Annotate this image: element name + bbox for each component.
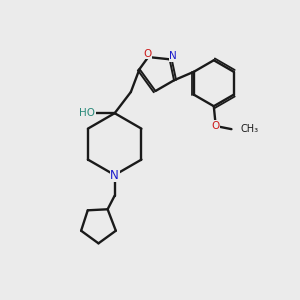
Text: O: O	[211, 121, 219, 131]
Text: N: N	[110, 169, 119, 182]
Text: N: N	[169, 51, 177, 61]
Text: CH₃: CH₃	[240, 124, 258, 134]
Text: O: O	[143, 49, 152, 58]
Text: HO: HO	[79, 108, 95, 118]
